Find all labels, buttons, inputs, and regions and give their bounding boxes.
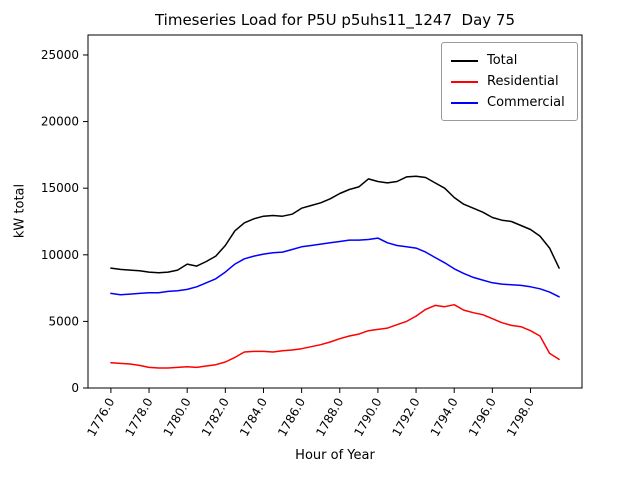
legend-swatch-commercial — [451, 101, 478, 104]
series-line-residential — [110, 303, 560, 369]
legend-label: Total — [487, 53, 518, 68]
chart-title: Timeseries Load for P5U p5uhs11_1247 Day… — [154, 11, 516, 29]
y-axis-label: kW total — [12, 183, 28, 239]
x-tick-label: 1782.0 — [199, 396, 232, 439]
x-tick-label: 1780.0 — [161, 396, 194, 439]
x-tick-label: 1790.0 — [351, 396, 384, 439]
legend-swatch-total — [451, 59, 478, 62]
legend-swatch-residential — [451, 80, 478, 83]
axes-frame — [87, 34, 583, 389]
y-tick-label: 0 — [71, 381, 79, 395]
legend-label: Commercial — [487, 95, 565, 110]
legend-label: Residential — [487, 74, 559, 89]
x-tick-label: 1776.0 — [84, 396, 117, 439]
legend-entry-commercial: Commercial — [451, 92, 568, 113]
x-tick-label: 1786.0 — [275, 396, 308, 439]
y-tick-label: 5000 — [48, 314, 79, 328]
legend-entry-residential: Residential — [451, 71, 568, 92]
series-line-commercial — [110, 237, 560, 298]
x-tick-label: 1796.0 — [466, 396, 499, 439]
x-axis-label: Hour of Year — [295, 448, 375, 463]
x-tick-label: 1788.0 — [313, 396, 346, 439]
x-tick-label: 1794.0 — [428, 396, 461, 439]
y-tick-label: 20000 — [41, 115, 79, 129]
legend: Total Residential Commercial — [441, 42, 578, 121]
y-tick-label: 25000 — [41, 48, 79, 62]
legend-entry-total: Total — [451, 50, 568, 71]
y-tick-label: 10000 — [41, 248, 79, 262]
x-tick-label: 1778.0 — [123, 396, 156, 439]
x-tick-label: 1792.0 — [390, 396, 423, 439]
series-line-total — [110, 175, 560, 274]
x-tick-label: 1798.0 — [504, 396, 537, 439]
x-tick-label: 1784.0 — [237, 396, 270, 439]
y-tick-label: 15000 — [41, 181, 79, 195]
